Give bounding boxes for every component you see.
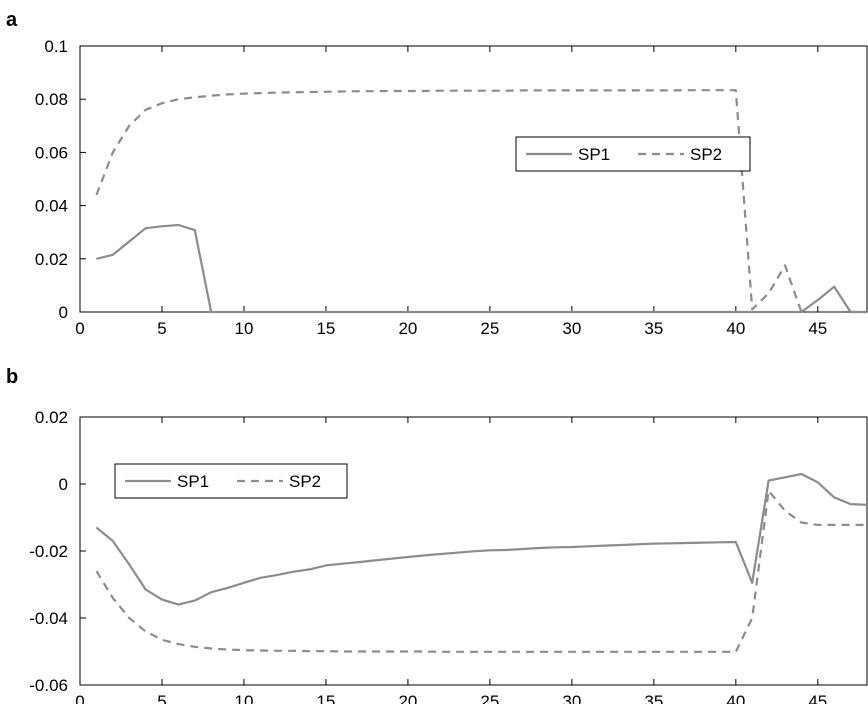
chart-panel-a: a 0 5 10 15 20 25 30 35 40 45 0 0.02 0.04 0.06 0.08 0.1 S… xyxy=(6,9,868,338)
y-tick-label: -0.02 xyxy=(29,542,68,561)
y-tick-label: 0.04 xyxy=(35,197,68,216)
x-tick-label: 35 xyxy=(644,319,663,338)
x-tick-label: 5 xyxy=(157,692,166,704)
x-tick-label: 20 xyxy=(398,319,417,338)
y-tick-label: -0.04 xyxy=(29,609,68,628)
y-tick-label: 0.08 xyxy=(35,90,68,109)
x-tick-label: 30 xyxy=(562,692,581,704)
panel-letter: b xyxy=(6,366,18,388)
x-tick-label: 10 xyxy=(234,319,253,338)
y-tick-label: 0.1 xyxy=(44,37,68,56)
x-tick-label: 15 xyxy=(316,319,335,338)
x-tick-label: 0 xyxy=(75,319,84,338)
x-tick-label: 40 xyxy=(726,692,745,704)
x-tick-label: 0 xyxy=(75,692,84,704)
legend-label-sp2: SP2 xyxy=(690,145,722,164)
x-tick-label: 20 xyxy=(398,692,417,704)
x-tick-label: 25 xyxy=(480,319,499,338)
panel-letter: a xyxy=(6,9,18,31)
legend-label-sp2: SP2 xyxy=(289,472,321,491)
y-tick-label: -0.06 xyxy=(29,676,68,695)
legend: SP1 SP2 xyxy=(114,463,348,499)
series-line-sp1 xyxy=(96,223,867,314)
chart-panel-b: b 0 5 10 15 20 25 30 35 40 45 -0.06 -0.04 -0.02 0 0.02 S… xyxy=(6,366,868,704)
x-tick-label: 10 xyxy=(234,692,253,704)
x-tick-label: 45 xyxy=(808,692,827,704)
y-tick-label: 0.02 xyxy=(35,250,68,269)
x-tick-label: 15 xyxy=(316,692,335,704)
x-tick-label: 40 xyxy=(726,319,745,338)
y-tick-label: 0 xyxy=(59,303,68,322)
legend-label-sp1: SP1 xyxy=(578,145,610,164)
series-line-sp2 xyxy=(95,89,867,314)
series-line-sp2 xyxy=(95,489,867,653)
x-tick-label: 30 xyxy=(562,319,581,338)
y-tick-label: 0.02 xyxy=(35,408,68,427)
x-tick-label: 35 xyxy=(644,692,663,704)
series-line-sp1 xyxy=(95,472,867,606)
x-tick-label: 45 xyxy=(808,319,827,338)
legend-label-sp1: SP1 xyxy=(177,472,209,491)
y-tick-label: 0 xyxy=(59,475,68,494)
legend: SP1 SP2 xyxy=(515,136,751,172)
x-tick-label: 25 xyxy=(480,692,499,704)
y-tick-label: 0.06 xyxy=(35,143,68,162)
x-tick-label: 5 xyxy=(157,319,166,338)
